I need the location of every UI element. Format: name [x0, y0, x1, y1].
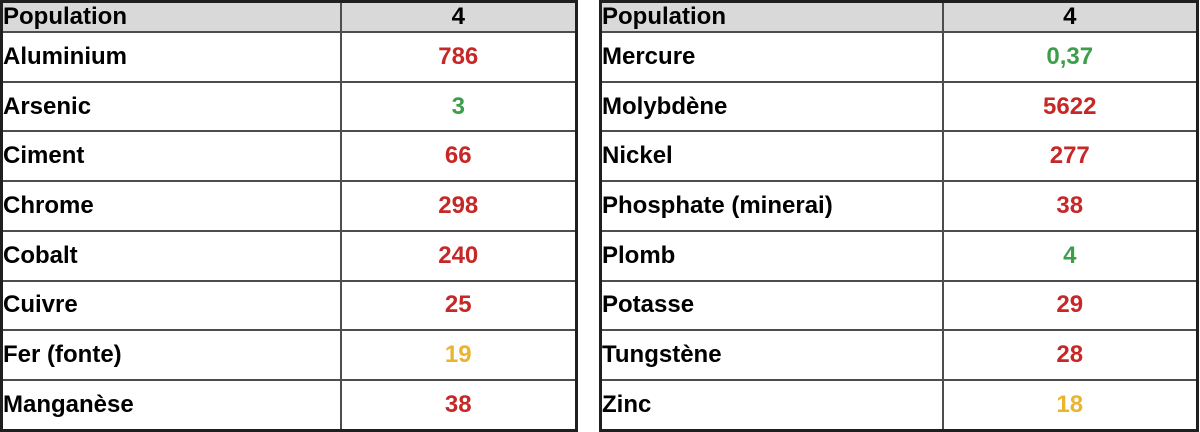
population-value: 38: [941, 180, 1199, 232]
population-value: 29: [941, 279, 1199, 332]
table-row: Nickel 277: [599, 130, 1199, 183]
material-label: Arsenic: [0, 80, 342, 133]
population-value: 5622: [941, 80, 1199, 133]
material-label: Fer (fonte): [0, 329, 342, 381]
population-value: 277: [941, 130, 1199, 183]
material-label: Cobalt: [0, 229, 342, 282]
table-row: Arsenic 3: [0, 80, 578, 133]
table-row: Ciment 66: [0, 130, 578, 183]
table-row: Cobalt 240: [0, 229, 578, 282]
column-header-value: 4: [339, 0, 578, 33]
material-label: Molybdène: [599, 80, 944, 133]
column-header-value: 4: [941, 0, 1199, 33]
material-label: Cuivre: [0, 279, 342, 332]
population-value: 786: [339, 31, 578, 83]
population-value: 66: [339, 130, 578, 183]
table-row: Plomb 4: [599, 229, 1199, 282]
header-row: Population 4: [0, 0, 578, 33]
column-header-population: Population: [0, 0, 342, 33]
population-value: 18: [941, 378, 1199, 432]
material-label: Chrome: [0, 180, 342, 232]
population-value: 0,37: [941, 31, 1199, 83]
material-label: Manganèse: [0, 378, 342, 432]
material-label: Zinc: [599, 378, 944, 432]
table-body: Aluminium 786 Arsenic 3 Ciment 66 Chrome 298 Cob…: [0, 31, 578, 432]
table-row: Phosphate (minerai) 38: [599, 180, 1199, 232]
population-table-left: Population 4 Aluminium 786 Arsenic 3 Ciment 6…: [0, 0, 578, 432]
table-row: Zinc 18: [599, 378, 1199, 432]
population-value: 28: [941, 329, 1199, 381]
table-row: Cuivre 25: [0, 279, 578, 332]
population-value: 3: [339, 80, 578, 133]
material-label: Aluminium: [0, 31, 342, 83]
table-row: Aluminium 786: [0, 31, 578, 83]
population-value: 4: [941, 229, 1199, 282]
column-header-population: Population: [599, 0, 944, 33]
material-label: Tungstène: [599, 329, 944, 381]
table-row: Mercure 0,37: [599, 31, 1199, 83]
table-row: Potasse 29: [599, 279, 1199, 332]
table-row: Manganèse 38: [0, 378, 578, 432]
population-value: 38: [339, 378, 578, 432]
header-row: Population 4: [599, 0, 1199, 33]
material-label: Plomb: [599, 229, 944, 282]
table-row: Fer (fonte) 19: [0, 329, 578, 381]
population-value: 19: [339, 329, 578, 381]
material-label: Ciment: [0, 130, 342, 183]
population-value: 25: [339, 279, 578, 332]
table-row: Molybdène 5622: [599, 80, 1199, 133]
material-label: Mercure: [599, 31, 944, 83]
material-label: Potasse: [599, 279, 944, 332]
material-label: Phosphate (minerai): [599, 180, 944, 232]
population-value: 298: [339, 180, 578, 232]
table-row: Chrome 298: [0, 180, 578, 232]
material-label: Nickel: [599, 130, 944, 183]
table-body: Mercure 0,37 Molybdène 5622 Nickel 277 Phospha…: [599, 31, 1199, 432]
population-table-right: Population 4 Mercure 0,37 Molybdène 5622 Nic…: [599, 0, 1199, 432]
population-value: 240: [339, 229, 578, 282]
table-row: Tungstène 28: [599, 329, 1199, 381]
